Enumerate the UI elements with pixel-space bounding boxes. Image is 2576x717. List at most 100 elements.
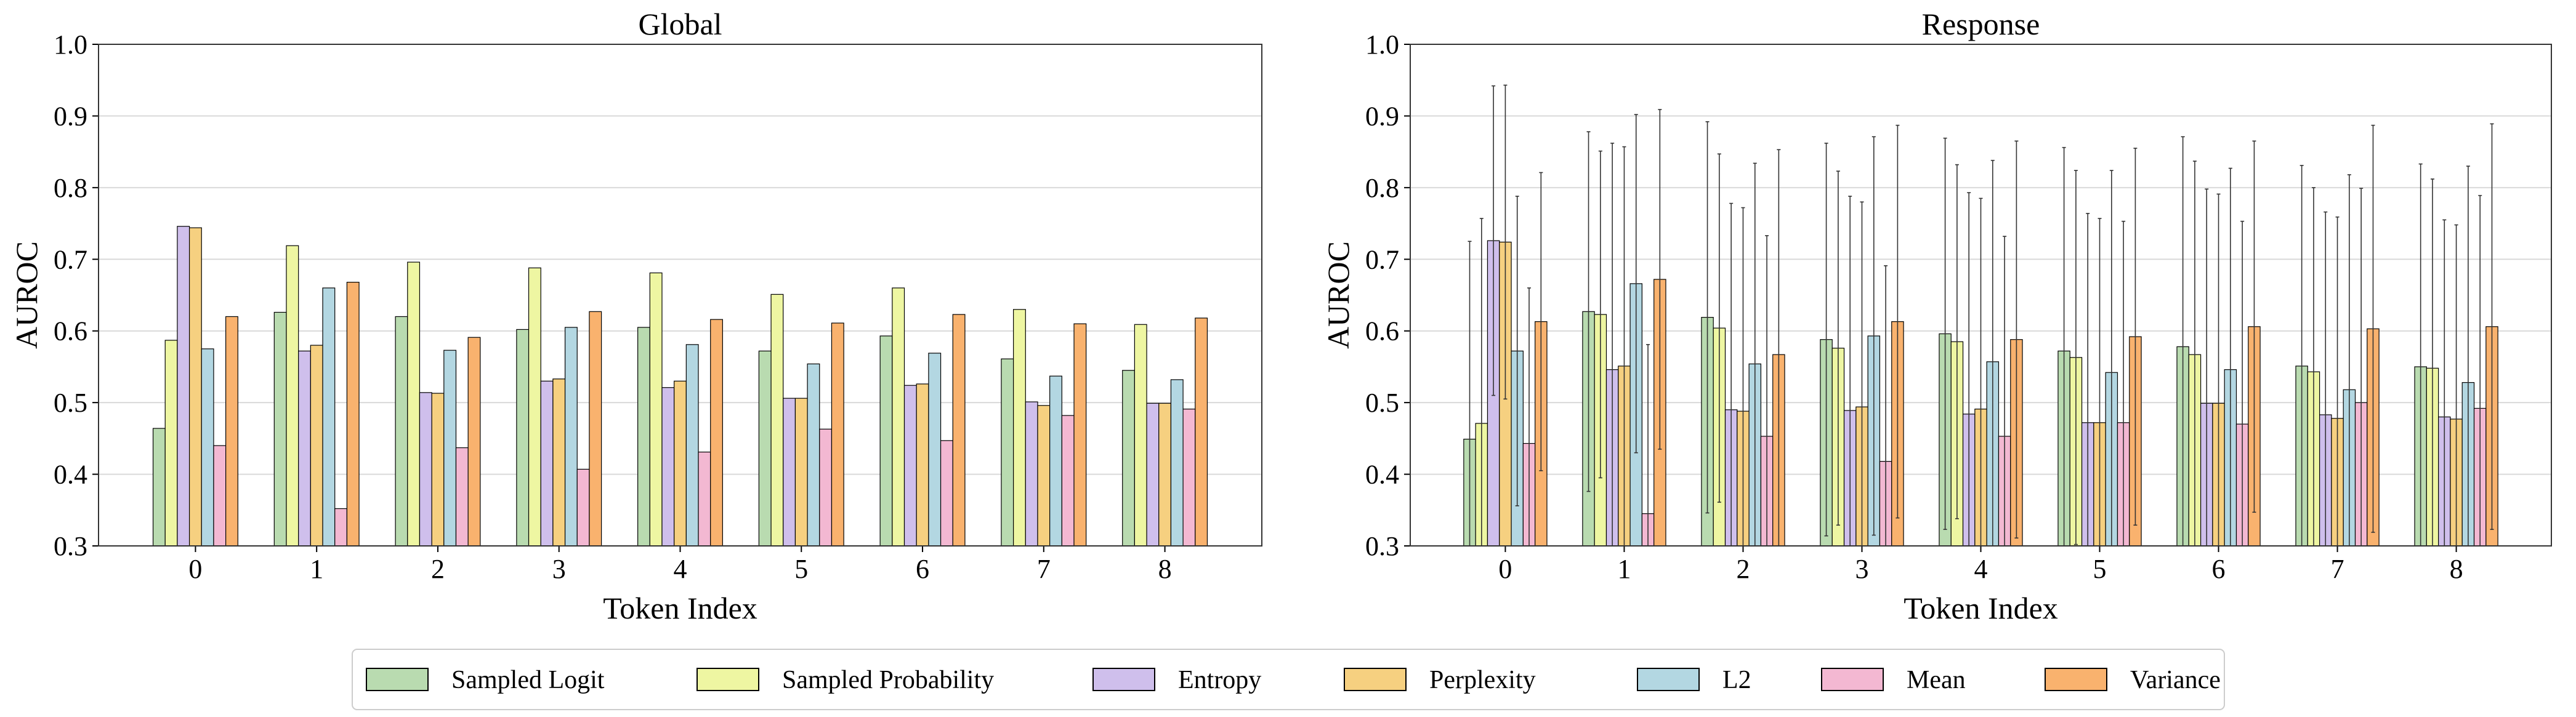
legend-frame xyxy=(352,649,2225,710)
x-tick-label: 2 xyxy=(1736,554,1750,584)
axes-frame xyxy=(1410,44,2552,547)
bar-mean-2 xyxy=(455,447,469,546)
x-tick-label: 4 xyxy=(674,554,687,584)
bar-sampled-probability-8 xyxy=(1134,324,1147,546)
x-tick-label: 2 xyxy=(431,554,445,584)
bar-sampled-logit-0 xyxy=(152,428,166,546)
x-tick-label: 7 xyxy=(1037,554,1051,584)
legend-swatch xyxy=(1821,668,1884,691)
bar-entropy-2 xyxy=(419,392,432,546)
x-tick-label: 6 xyxy=(916,554,929,584)
bar-sampled-logit-4 xyxy=(637,327,650,546)
x-axis-label: Token Index xyxy=(603,591,757,625)
bar-l2-7 xyxy=(1049,375,1062,546)
y-tick-label: 0.8 xyxy=(54,173,87,203)
bar-sampled-probability-5 xyxy=(770,294,784,546)
y-axis-label: AUROC xyxy=(9,241,44,349)
y-tick-label: 0.8 xyxy=(1365,173,1399,203)
bar-variance-0 xyxy=(225,316,238,546)
bar-entropy-7 xyxy=(1025,401,1038,546)
legend-swatch xyxy=(2045,668,2107,691)
y-tick-label: 0.4 xyxy=(1365,460,1399,490)
bar-sampled-probability-3 xyxy=(528,267,541,546)
axes-frame xyxy=(98,44,1262,547)
bar-sampled-probability-2 xyxy=(407,262,421,546)
bar-perplexity-8 xyxy=(1158,403,1172,546)
x-tick-label: 8 xyxy=(1158,554,1172,584)
legend-label: Perplexity xyxy=(1429,666,1536,694)
y-tick-label: 1.0 xyxy=(1365,30,1399,60)
bar-mean-6 xyxy=(940,440,953,546)
bar-sampled-probability-0 xyxy=(164,340,178,546)
y-tick-label: 0.4 xyxy=(54,460,87,490)
legend-item-sampled-logit: Sampled Logit xyxy=(366,666,605,694)
x-tick-label: 1 xyxy=(310,554,323,584)
legend-item-l2: L2 xyxy=(1637,666,1751,694)
bar-l2-8 xyxy=(1170,379,1184,546)
legend-label: Sampled Logit xyxy=(451,666,605,694)
legend-label: Mean xyxy=(1907,666,1966,694)
y-tick-label: 0.7 xyxy=(54,244,87,274)
bar-mean-3 xyxy=(576,468,590,546)
legend-item-sampled-probability: Sampled Probability xyxy=(696,666,994,694)
x-tick-label: 3 xyxy=(1855,554,1868,584)
bar-entropy-3 xyxy=(540,380,554,546)
legend-item-variance: Variance xyxy=(2045,666,2221,694)
bar-variance-3 xyxy=(589,311,602,546)
y-tick-label: 0.6 xyxy=(54,316,87,346)
legend-label: Variance xyxy=(2130,666,2221,694)
y-tick-label: 0.5 xyxy=(1365,388,1399,418)
bar-perplexity-1 xyxy=(310,345,323,546)
bar-sampled-probability-4 xyxy=(649,272,663,546)
legend-swatch xyxy=(696,668,759,691)
legend-swatch xyxy=(1092,668,1155,691)
bar-variance-6 xyxy=(952,314,966,546)
y-tick-label: 0.3 xyxy=(54,531,87,561)
bar-sampled-logit-3 xyxy=(516,329,530,546)
bar-mean-1 xyxy=(334,508,347,546)
bar-perplexity-4 xyxy=(674,380,687,546)
bar-sampled-logit-2 xyxy=(395,316,408,546)
legend: Sampled Logit Sampled Probability Entropy P… xyxy=(352,649,2225,710)
bar-entropy-5 xyxy=(783,398,796,546)
bar-perplexity-6 xyxy=(916,383,929,546)
legend-swatch xyxy=(366,668,429,691)
legend-item-mean: Mean xyxy=(1821,666,1966,694)
bar-sampled-probability-7 xyxy=(1013,309,1026,546)
bar-l2-4 xyxy=(685,344,699,546)
x-tick-label: 6 xyxy=(2212,554,2226,584)
bar-perplexity-2 xyxy=(431,393,445,546)
x-axis-label: Token Index xyxy=(1904,591,2058,625)
x-tick-label: 8 xyxy=(2450,554,2463,584)
y-tick-label: 0.6 xyxy=(1365,316,1399,346)
chart-global: 0.3 0.4 0.5 0.6 0.7 0.8 0.9 1.0 0 1 2 3 4 5 6 7 8 Global T… xyxy=(9,7,1262,625)
chart-title: Global xyxy=(638,7,722,41)
chart-response: 0.3 0.4 0.5 0.6 0.7 0.8 0.9 1.0 0 1 2 3 4 5 6 7 8 Respons… xyxy=(1321,7,2552,625)
legend-label: Entropy xyxy=(1178,666,1261,694)
y-tick-label: 1.0 xyxy=(54,30,87,60)
bar-sampled-logit-5 xyxy=(758,350,772,546)
bar-mean-5 xyxy=(819,428,833,546)
bar-l2-1 xyxy=(322,287,336,546)
bar-perplexity-0 xyxy=(188,227,202,546)
bar-variance-4 xyxy=(710,319,723,546)
bar-l2-6 xyxy=(928,353,942,546)
bar-entropy-6 xyxy=(903,385,917,546)
bar-l2-5 xyxy=(807,363,820,546)
x-tick-label: 7 xyxy=(2331,554,2344,584)
bar-sampled-probability-1 xyxy=(286,245,299,546)
bar-perplexity-5 xyxy=(794,398,808,546)
x-tick-label: 0 xyxy=(1498,554,1512,584)
x-tick-label: 5 xyxy=(2093,554,2107,584)
bar-variance-2 xyxy=(467,337,481,546)
bar-l2-3 xyxy=(564,327,578,546)
bar-mean-8 xyxy=(1182,409,1196,546)
bar-sampled-logit-6 xyxy=(879,335,893,546)
y-tick-label: 0.9 xyxy=(1365,101,1399,131)
legend-item-entropy: Entropy xyxy=(1092,666,1261,694)
y-tick-label: 0.5 xyxy=(54,388,87,418)
legend-swatch xyxy=(1344,668,1407,691)
legend-item-perplexity: Perplexity xyxy=(1344,666,1536,694)
y-axis-label: AUROC xyxy=(1321,241,1355,349)
